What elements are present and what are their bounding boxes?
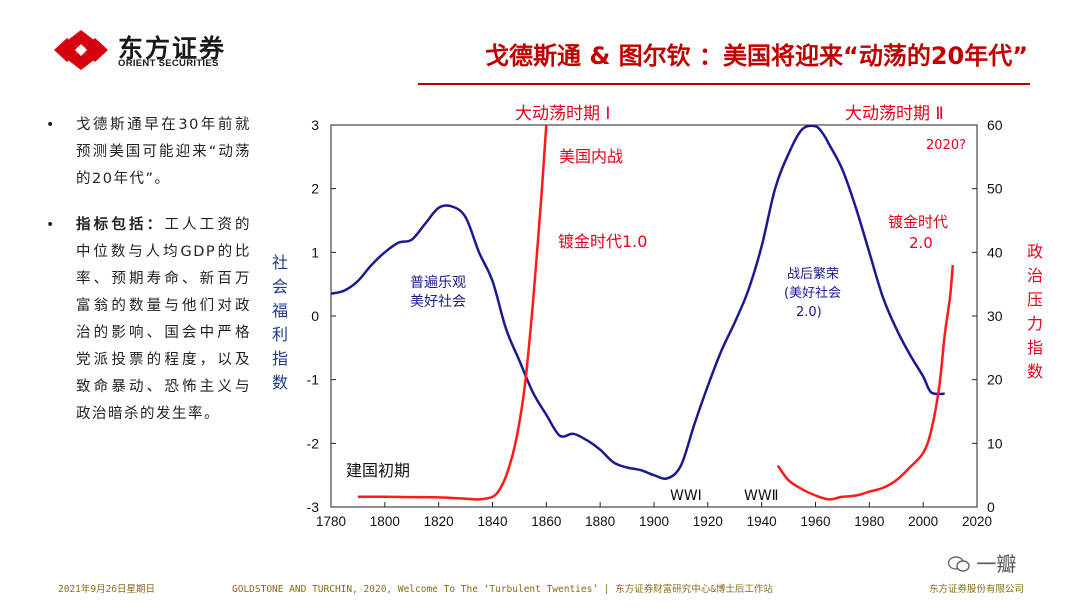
annotation-founding: 建国初期: [346, 461, 410, 480]
y-right-tick-label: 60: [987, 117, 1003, 133]
wechat-icon: [947, 556, 970, 572]
y-left-tick-label: 2: [311, 181, 319, 197]
bullet-1-text: 戈德斯通早在30年前就预测美国可能迎来“动荡的20年代”。: [76, 117, 251, 187]
x-tick-label: 1880: [585, 514, 615, 529]
annotation-postwar-line1: 战后繁荣: [787, 266, 839, 282]
axis-label-char: 数: [1027, 362, 1043, 381]
bullet-2-bold: 指标包括：: [76, 217, 165, 233]
axis-label-char: 指: [1027, 338, 1043, 357]
y-left-label: 社会福利指数: [272, 253, 288, 392]
annotation-gilded-age-1: 镀金时代1.0: [558, 232, 647, 251]
axis-label-char: 压: [1027, 290, 1043, 309]
footer-date: 2021年9月26日星期日: [58, 584, 156, 595]
y-right-label: 政治压力指数: [1027, 242, 1043, 381]
logo-english-name: ORIENT SECURITIES: [118, 58, 219, 69]
axis-label-char: 利: [272, 325, 288, 344]
y-right-tick-label: 30: [987, 308, 1003, 324]
axis-label-char: 治: [1027, 266, 1043, 285]
axis-label-char: 会: [272, 277, 288, 296]
x-tick-label: 1920: [693, 514, 723, 529]
x-tick-label: 1860: [531, 514, 561, 529]
y-axis-left: 3 2 1 0 -1 -2 -3: [307, 117, 336, 515]
y-left-tick-label: -2: [307, 435, 320, 451]
y-right-tick-label: 50: [987, 181, 1003, 197]
watermark-text: 一瓣: [976, 552, 1017, 576]
bullet-item-1: • 戈德斯通早在30年前就预测美国可能迎来“动荡的20年代”。: [46, 112, 251, 193]
x-tick-label: 1940: [747, 514, 777, 529]
plot-frame: [330, 124, 978, 508]
y-axis-right: 60 50 40 30 20 10 0: [972, 117, 1003, 515]
annotation-postwar-line3: 2.0): [796, 305, 822, 320]
logo-mark-icon: [54, 30, 108, 70]
y-left-tick-label: -3: [307, 499, 320, 515]
bullet-2-text: 工人工资的中位数与人均GDP的比率、预期寿命、新百万富翁的数量与他们对政治的影响…: [76, 217, 252, 422]
annotation-optimism-line1: 普遍乐观: [410, 275, 466, 291]
footer-company: 东方证券股份有限公司: [928, 584, 1024, 595]
annotation-civil-war: 美国内战: [559, 147, 623, 166]
y-right-tick-label: 0: [987, 499, 995, 515]
orient-securities-logo: 东方证券 ORIENT SECURITIES: [52, 28, 252, 74]
annotation-gilded-age-2-line2: 2.0: [909, 234, 933, 252]
y-left-tick-label: 1: [311, 244, 319, 260]
x-tick-label: 1980: [854, 514, 884, 529]
annotation-2020: 2020?: [926, 138, 966, 153]
y-right-tick-label: 40: [987, 244, 1003, 260]
footer: 2021年9月26日星期日 GOLDSTONE AND TURCHIN, 202…: [0, 581, 1080, 595]
y-right-tick-label: 10: [987, 435, 1003, 451]
axis-label-char: 社: [272, 253, 288, 272]
x-tick-label: 1800: [370, 514, 400, 529]
y-right-tick-label: 20: [987, 372, 1003, 388]
series-political-stress-line-1: [357, 125, 548, 501]
x-tick-label: 1780: [316, 514, 346, 529]
annotation-gilded-age-2-line1: 镀金时代: [888, 213, 948, 231]
x-tick-label: 1900: [639, 514, 669, 529]
bullet-list: • 戈德斯通早在30年前就预测美国可能迎来“动荡的20年代”。 • 指标包括：工…: [46, 112, 251, 428]
x-tick-label: 2000: [908, 514, 938, 529]
page-title: 戈德斯通 & 图尔钦 ：美国将迎来“动荡的20年代”: [485, 42, 1028, 70]
y-left-tick-label: 0: [311, 308, 319, 324]
annotation-period-2: 大动荡时期 Ⅱ: [845, 104, 944, 124]
svg-text:社会福利指数: 社会福利指数: [272, 253, 288, 392]
watermark: 一瓣: [947, 548, 1017, 577]
axis-label-char: 政: [1027, 242, 1043, 261]
x-axis: 1780 1800 1820 1840 1860 1880 1900 1920 1940 1960…: [316, 502, 992, 529]
x-tick-label: 1840: [477, 514, 507, 529]
annotation-postwar-line2: (美好社会: [784, 285, 841, 301]
annotation-period-1: 大动荡时期 Ⅰ: [515, 104, 610, 124]
bullet-dot-icon: •: [46, 217, 56, 233]
y-left-tick-label: 3: [311, 117, 319, 133]
footer-source: GOLDSTONE AND TURCHIN, 2020, Welcome To …: [232, 584, 773, 595]
annotation-ww1: WWⅠ: [670, 488, 702, 504]
annotation-ww2: WWⅡ: [744, 488, 779, 504]
axis-label-char: 力: [1027, 314, 1043, 333]
series-political-stress-line-2: [776, 264, 955, 501]
x-tick-label: 1960: [800, 514, 830, 529]
title-underline: [418, 83, 1030, 85]
axis-label-char: 指: [272, 349, 288, 368]
axis-label-char: 数: [272, 373, 288, 392]
x-tick-label: 2020: [962, 514, 992, 529]
y-left-tick-label: -1: [307, 372, 320, 388]
axis-label-char: 福: [272, 301, 288, 320]
x-tick-label: 1820: [424, 514, 454, 529]
annotation-optimism-line2: 美好社会: [410, 294, 466, 310]
logo-chinese-name: 东方证券: [118, 34, 227, 63]
svg-text:政治压力指数: 政治压力指数: [1027, 242, 1043, 381]
bullet-item-2: • 指标包括：工人工资的中位数与人均GDP的比率、预期寿命、新百万富翁的数量与他…: [46, 212, 251, 428]
bullet-dot-icon: •: [46, 117, 56, 133]
series-social-welfare-line: [331, 125, 945, 480]
